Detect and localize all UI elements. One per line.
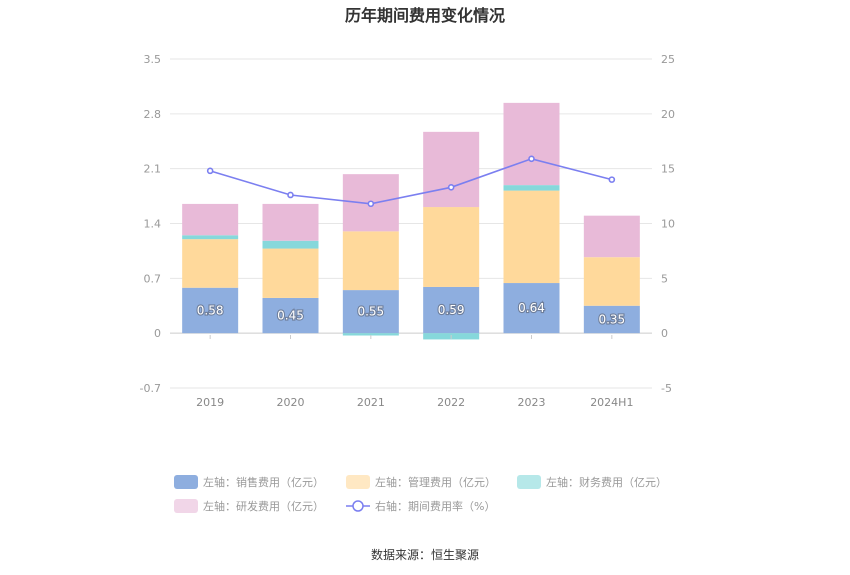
bar-series-2 [342, 333, 399, 336]
legend-swatch [174, 499, 198, 513]
bar-series-0 [583, 305, 640, 334]
bar-data-label: 0.59 [438, 303, 465, 317]
line-series [206, 155, 616, 208]
bar-series-2 [262, 240, 319, 249]
left-tick-label: 2.8 [144, 108, 162, 121]
chart-title: 历年期间费用变化情况 [345, 6, 505, 25]
bar-data-label: 0.55 [357, 305, 384, 319]
right-tick-label: -5 [661, 382, 672, 395]
line-point [447, 184, 455, 191]
bar-series-0 [342, 290, 399, 334]
legend-swatch [517, 475, 541, 489]
bars [182, 102, 640, 340]
legend-swatch-marker [352, 500, 364, 512]
bar-series-1 [342, 231, 399, 291]
x-axis-ticks: 2019 2020 2021 2022 2023 2024H1 [196, 335, 633, 409]
bar-series-1 [503, 190, 560, 284]
left-tick-label: -0.7 [140, 382, 161, 395]
data-source: 数据来源：恒生聚源 [371, 547, 479, 562]
bar-series-3 [262, 203, 319, 241]
right-axis-ticks: 25 20 15 10 5 0 -5 [661, 53, 675, 395]
left-tick-label: 0 [154, 327, 161, 340]
legend-swatch [346, 475, 370, 489]
grid [170, 58, 652, 389]
left-tick-label: 3.5 [144, 53, 162, 66]
bar-data-label: 0.45 [277, 309, 304, 323]
bar-series-2 [503, 185, 560, 191]
left-tick-label: 1.4 [144, 218, 162, 231]
line-point [206, 167, 214, 175]
line-point [608, 176, 616, 183]
x-tick-label: 2020 [277, 396, 305, 409]
legend-label: 左轴：销售费用（亿元） [203, 475, 324, 489]
bar-series-2 [182, 235, 239, 240]
left-axis-ticks: 3.5 2.8 2.1 1.4 0.7 0 -0.7 [140, 53, 161, 395]
bar-series-1 [423, 207, 480, 287]
line-series-4 [209, 157, 613, 205]
right-tick-label: 5 [661, 272, 668, 285]
bar-labels: 0.58 0.45 0.55 0.59 0.64 0.35 [196, 300, 627, 328]
bar-data-label: 0.58 [197, 303, 224, 317]
x-tick-label: 2022 [437, 396, 465, 409]
legend: 左轴：销售费用（亿元） 左轴：管理费用（亿元） 左轴：财务费用（亿元） 左轴：研发费用… [174, 475, 667, 513]
x-tick-label: 2024H1 [590, 396, 633, 409]
bar-series-1 [262, 248, 319, 298]
bar-series-3 [503, 102, 560, 186]
legend-swatch [174, 475, 198, 489]
bar-series-1 [182, 239, 239, 288]
x-tick-label: 2021 [357, 396, 385, 409]
bar-series-3 [182, 203, 239, 236]
bar-series-3 [583, 215, 640, 258]
bar-series-0 [182, 287, 239, 334]
line-point [367, 200, 375, 208]
right-tick-label: 15 [661, 163, 675, 176]
bar-series-0 [423, 286, 480, 334]
legend-label: 左轴：研发费用（亿元） [203, 499, 324, 513]
bar-series-1 [583, 257, 640, 306]
right-tick-label: 10 [661, 218, 675, 231]
bar-data-label: 0.35 [598, 312, 625, 326]
line-point [528, 155, 535, 163]
legend-label: 左轴：管理费用（亿元） [375, 475, 496, 489]
bar-series-3 [423, 131, 480, 208]
bar-data-label: 0.64 [518, 301, 545, 315]
right-tick-label: 20 [661, 108, 675, 121]
left-tick-label: 0.7 [144, 272, 162, 285]
line-point [287, 191, 294, 199]
x-tick-label: 2019 [196, 396, 224, 409]
legend-label: 左轴：财务费用（亿元） [546, 475, 667, 489]
left-tick-label: 2.1 [144, 163, 162, 176]
bar-series-0 [262, 297, 319, 334]
bar-series-0 [503, 283, 560, 334]
right-tick-label: 0 [661, 327, 668, 340]
right-tick-label: 25 [661, 53, 675, 66]
x-tick-label: 2023 [518, 396, 546, 409]
legend-label: 右轴：期间费用率（%） [375, 499, 495, 513]
